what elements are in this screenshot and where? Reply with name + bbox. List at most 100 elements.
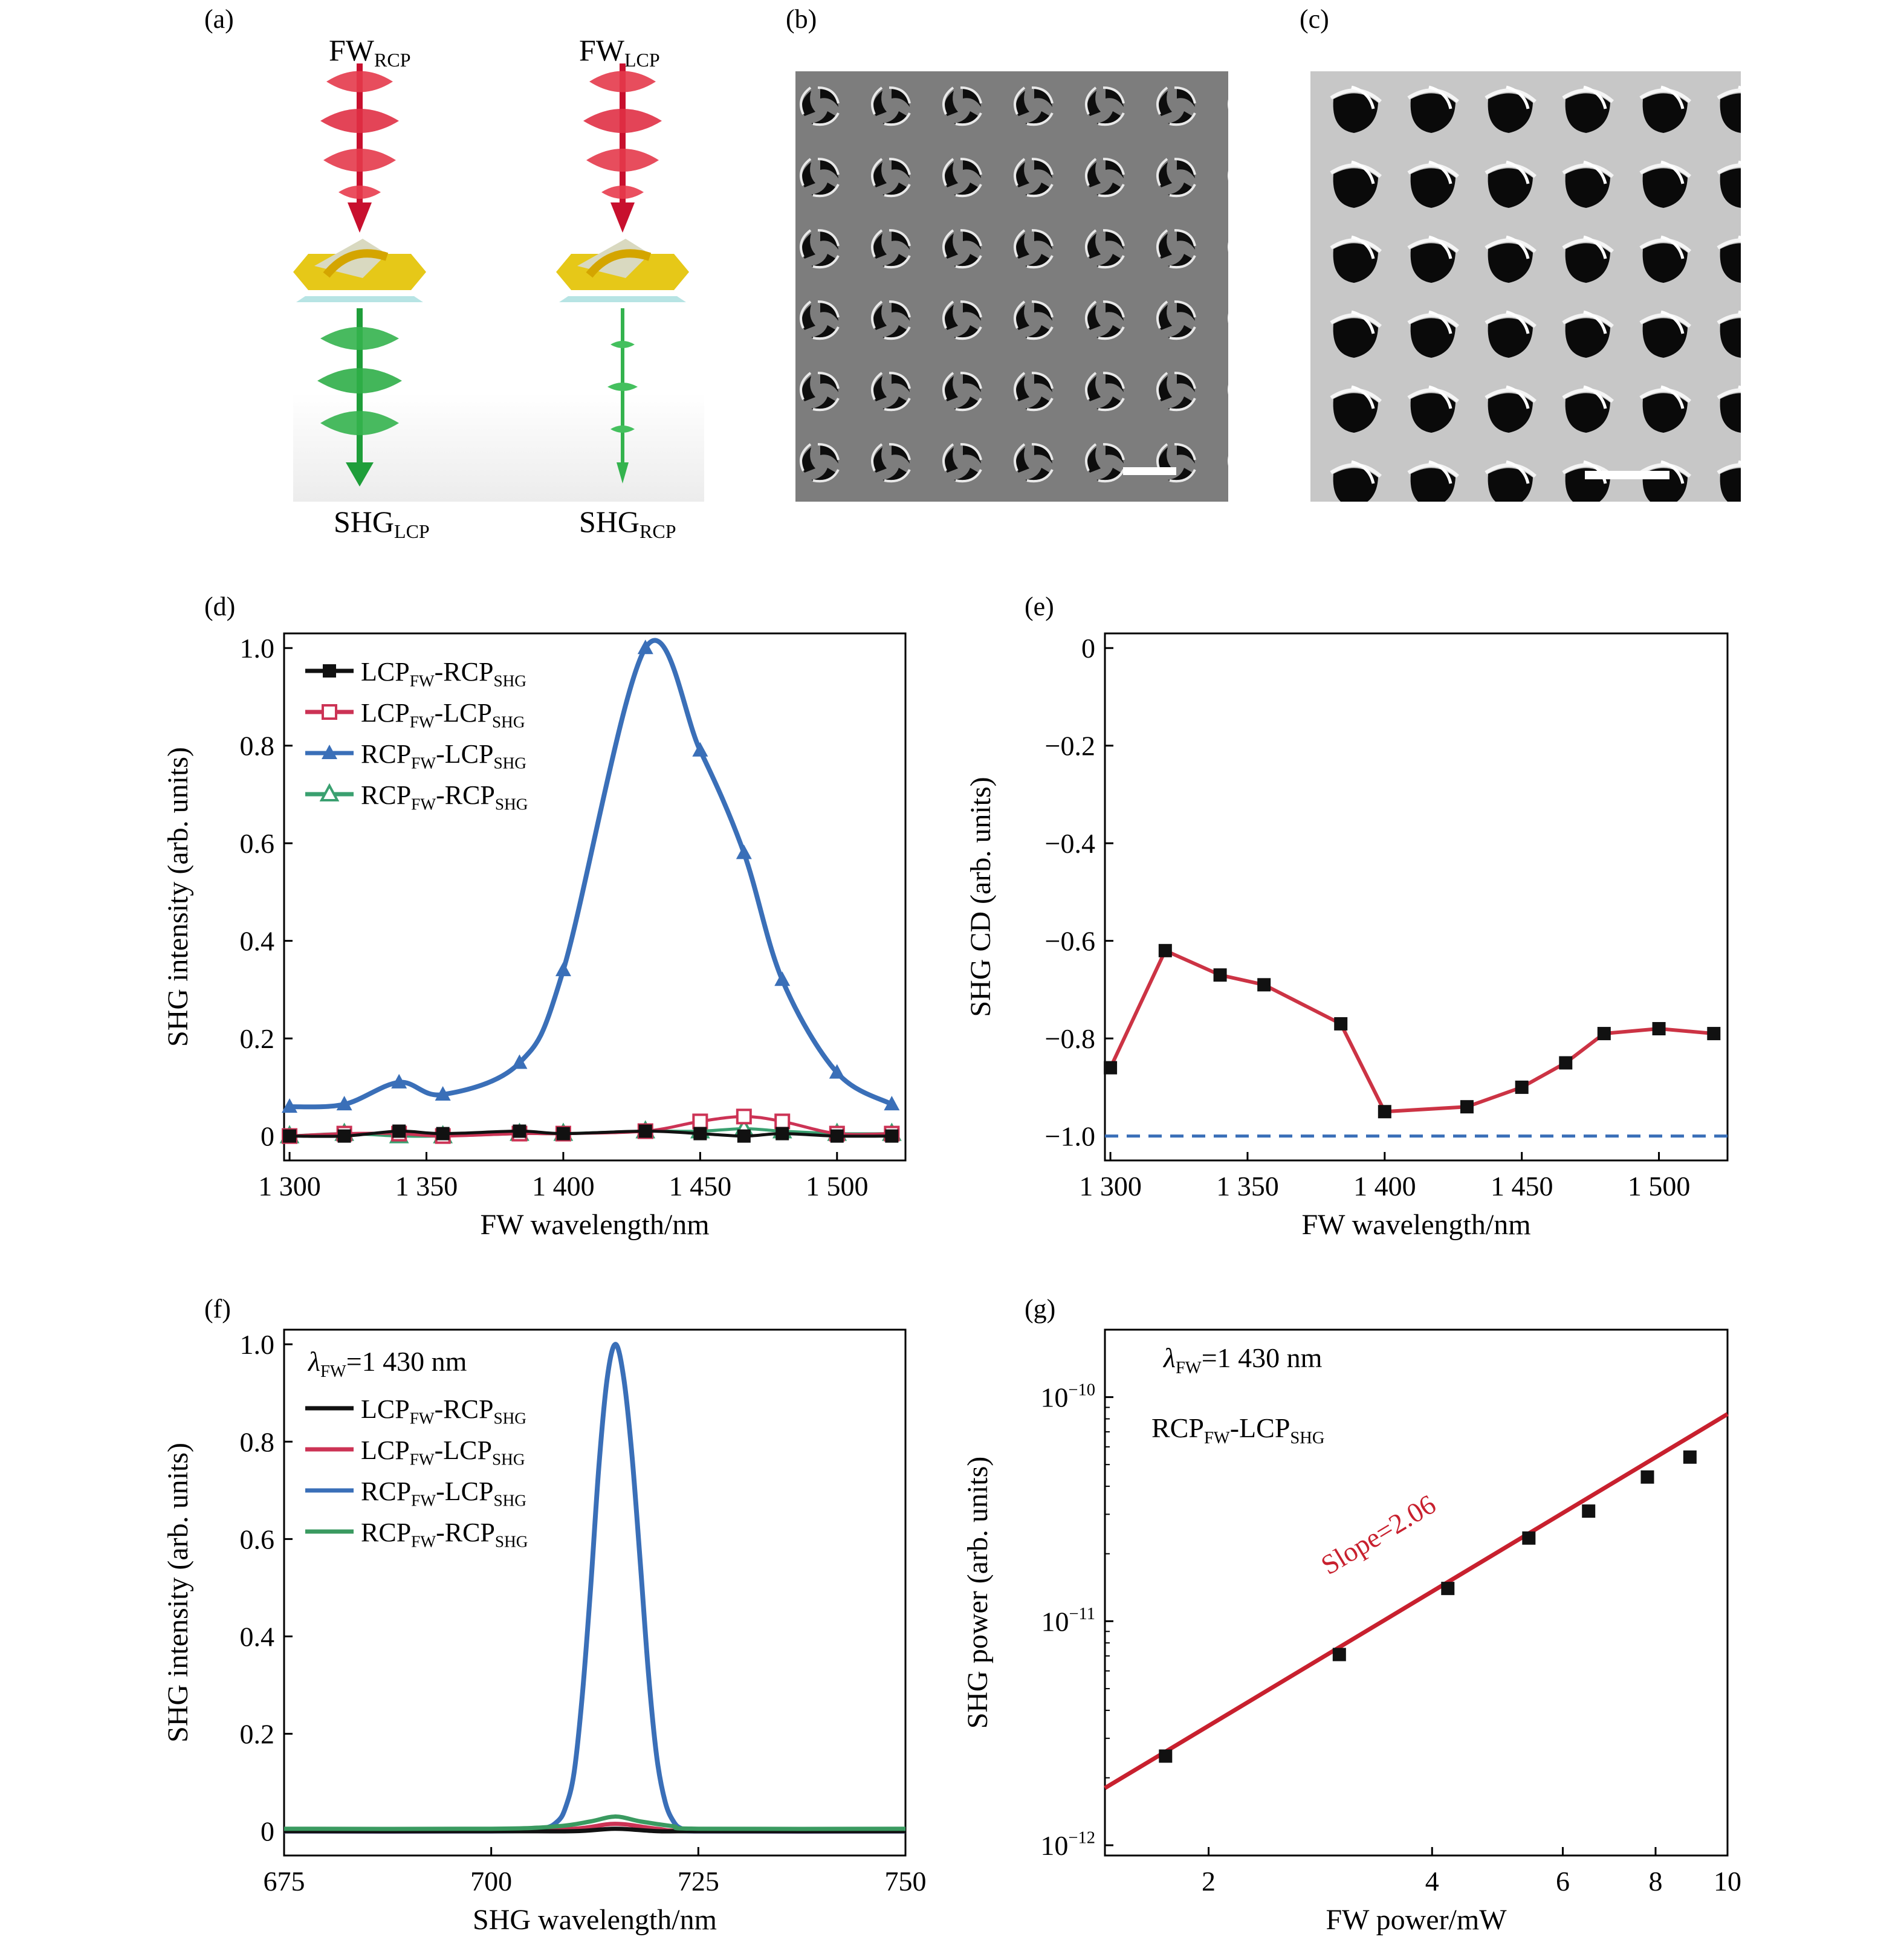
x-tick-label: 1 400 [1353,1171,1416,1202]
data-point [337,1129,351,1143]
y-tick-label: 1.0 [240,1329,275,1360]
y-tick-label: 0.8 [240,731,275,762]
data-point [637,639,653,655]
y-tick-label: 10−10 [1040,1380,1095,1412]
data-point [392,1124,406,1138]
x-tick-label: 700 [470,1866,512,1897]
x-tick-label: 10 [1714,1866,1741,1897]
data-point [736,1108,752,1125]
panel-label-f: (f) [204,1294,231,1324]
x-axis-title: SHG wavelength/nm [473,1904,717,1936]
panel-label-c: (c) [1300,4,1329,34]
legend-entry: RCPFW-RCPSHG [361,1518,528,1551]
data-point [336,1096,352,1111]
fw-rcp-helix-icon [320,63,399,233]
data-point [1683,1450,1697,1464]
data-point [776,1127,789,1141]
shg-rcp-label: SHGRCP [579,505,676,542]
plot-frame [1104,632,1729,1162]
legend-entry: LCPFW-LCPSHG [361,1435,525,1469]
scale-bar-c [1585,471,1669,479]
panel-label-a: (a) [204,4,234,34]
x-tick-label: 1 500 [806,1171,869,1202]
data-point [1257,978,1271,992]
data-point [830,1129,844,1143]
x-tick-label: 1 300 [258,1171,321,1202]
data-point [555,962,571,977]
data-point [1597,1027,1611,1041]
data-point [283,1129,297,1143]
y-tick-label: 10−11 [1041,1605,1095,1637]
y-tick-label: −1.0 [1045,1121,1095,1152]
series-line [1109,948,1714,1114]
y-axis-title: SHG power (arb. units) [962,1457,994,1729]
x-tick-label: 8 [1648,1866,1662,1897]
slope-label: Slope=2.06 [1316,1489,1441,1581]
x-tick-label: 2 [1202,1866,1216,1897]
shg-lcp-helix-icon [317,308,402,487]
data-point [1652,1022,1666,1035]
data-point [1213,968,1227,982]
y-axis-title: SHG CD (arb. units) [965,777,997,1017]
shg-lcp-label: SHGLCP [334,505,430,542]
plot-frame [283,1328,907,1857]
panel-label-d: (d) [204,592,235,621]
data-point [1707,1027,1721,1041]
y-tick-label: −0.6 [1045,926,1095,957]
legend-entry: RCPFW-LCPSHG [361,1477,526,1510]
data-point [436,1127,450,1141]
data-point [774,1113,791,1130]
wavelength-annotation: λFW=1 430 nm [307,1346,467,1381]
series-label: RCPFW-LCPSHG [1151,1412,1324,1448]
y-tick-label: 0 [261,1816,274,1847]
x-tick-label: 1 500 [1628,1171,1691,1202]
x-axis-title: FW wavelength/nm [480,1209,709,1241]
data-point [282,1098,298,1113]
data-point [1515,1080,1529,1094]
y-tick-label: 1.0 [240,633,275,664]
x-tick-label: 1 450 [1491,1171,1553,1202]
shg-rcp-helix-icon [607,308,638,484]
data-point [693,1127,707,1141]
legend-marker [323,664,336,678]
y-tick-label: 0.8 [240,1426,275,1457]
fw-lcp-helix-icon [583,63,662,233]
y-tick-label: 0.2 [240,1023,275,1054]
y-tick-label: 10−12 [1040,1829,1095,1861]
legend-entry: RCPFW-RCPSHG [361,780,528,814]
y-tick-label: 0.6 [240,828,275,859]
legend-entry: RCPFW-LCPSHG [361,739,526,772]
panel-label-e: (e) [1025,592,1054,621]
x-axis-title: FW wavelength/nm [1301,1209,1530,1241]
data-point [1159,1749,1173,1763]
x-tick-label: 1 300 [1079,1171,1142,1202]
legend-marker [322,745,337,759]
schematic-backdrop [293,393,704,502]
fw-lcp-label: FWLCP [579,33,660,71]
data-point [1559,1056,1573,1070]
data-point [1460,1100,1474,1114]
y-tick-label: 0.4 [240,1622,275,1652]
x-tick-label: 1 350 [1216,1171,1279,1202]
panel-label-g: (g) [1025,1294,1055,1324]
fw-rcp-label: FWRCP [329,33,410,71]
data-point [692,742,708,757]
data-point [1104,1061,1118,1075]
schematic-panel: FWRCP SHGLCP FWLCP [293,33,704,542]
y-tick-label: 0 [1081,633,1095,664]
legend-entry: LCPFW-LCPSHG [361,698,525,731]
y-axis-title: SHG intensity (arb. units) [162,1443,194,1742]
data-point [736,844,752,859]
legend-marker [322,704,337,720]
y-tick-label: 0.4 [240,926,275,957]
y-tick-label: −0.8 [1045,1023,1095,1054]
x-tick-label: 1 350 [395,1171,458,1202]
plot-frame [283,632,907,1162]
series-line [283,1342,906,1834]
data-point [1640,1470,1654,1484]
panel-label-b: (b) [786,4,817,34]
metasurface-icon-left [293,239,426,302]
data-point [513,1124,526,1138]
wavelength-annotation: λFW=1 430 nm [1162,1342,1323,1377]
